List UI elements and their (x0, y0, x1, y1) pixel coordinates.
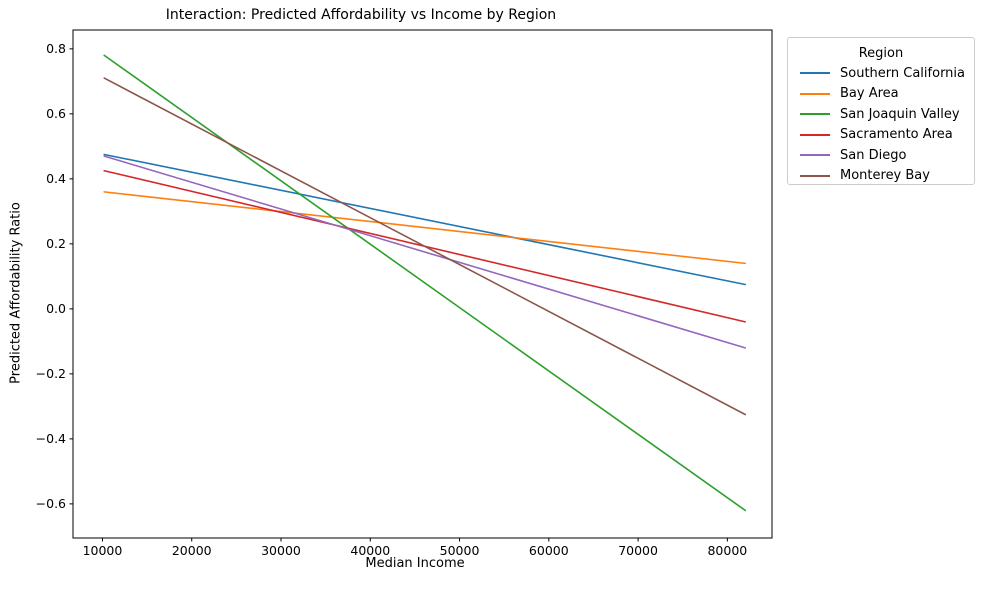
legend-label: San Joaquin Valley (840, 106, 960, 122)
series-line-san-joaquin-valley (103, 54, 747, 512)
series-line-san-diego (103, 155, 747, 349)
plot-spines (72, 29, 773, 539)
legend-swatch-bay-area (800, 92, 830, 95)
y-tick-label: −0.4 (36, 431, 66, 446)
y-tick-label: 0.6 (46, 106, 66, 121)
legend-swatch-monterey-bay (800, 174, 830, 177)
y-tick-label: −0.2 (36, 366, 66, 381)
y-tick-label: 0.2 (46, 236, 66, 251)
legend-item-bay-area: Bay Area (788, 84, 974, 105)
legend-swatch-san-diego (800, 154, 830, 157)
legend-swatch-sacramento-area (800, 133, 830, 136)
y-tick-label: −0.6 (36, 496, 66, 511)
legend-swatch-southern-california (800, 72, 830, 75)
series-line-southern-california (103, 153, 747, 286)
x-tick-label: 10000 (83, 543, 123, 558)
y-tick-label: 0.0 (46, 301, 66, 316)
x-tick-label: 60000 (529, 543, 569, 558)
legend-item-southern-california: Southern California (788, 63, 974, 84)
chart-title: Interaction: Predicted Affordability vs … (165, 7, 557, 23)
series-line-monterey-bay (103, 77, 747, 416)
legend: Region Southern California Bay Area San Jo… (787, 37, 975, 185)
legend-label: Bay Area (840, 86, 899, 102)
legend-items: Southern California Bay Area San Joaquin V… (788, 63, 974, 186)
x-tick-label: 30000 (261, 543, 301, 558)
legend-title: Region (858, 46, 904, 61)
legend-label: Monterey Bay (840, 168, 930, 184)
legend-item-monterey-bay: Monterey Bay (788, 166, 974, 187)
legend-label: Sacramento Area (840, 127, 953, 143)
legend-item-san-joaquin-valley: San Joaquin Valley (788, 104, 974, 125)
x-tick-label: 80000 (707, 543, 747, 558)
legend-swatch-san-joaquin-valley (800, 113, 830, 116)
x-tick-label: 70000 (618, 543, 658, 558)
x-axis-label: Median Income (365, 556, 465, 571)
x-tick-label: 20000 (172, 543, 212, 558)
x-tick-label: 40000 (350, 543, 390, 558)
x-tick-label: 50000 (440, 543, 480, 558)
y-tick-label: 0.8 (46, 41, 66, 56)
legend-item-san-diego: San Diego (788, 145, 974, 166)
legend-label: Southern California (840, 65, 965, 81)
legend-label: San Diego (840, 147, 907, 163)
y-tick-label: 0.4 (46, 171, 66, 186)
legend-item-sacramento-area: Sacramento Area (788, 125, 974, 146)
series-line-bay-area (103, 191, 747, 265)
